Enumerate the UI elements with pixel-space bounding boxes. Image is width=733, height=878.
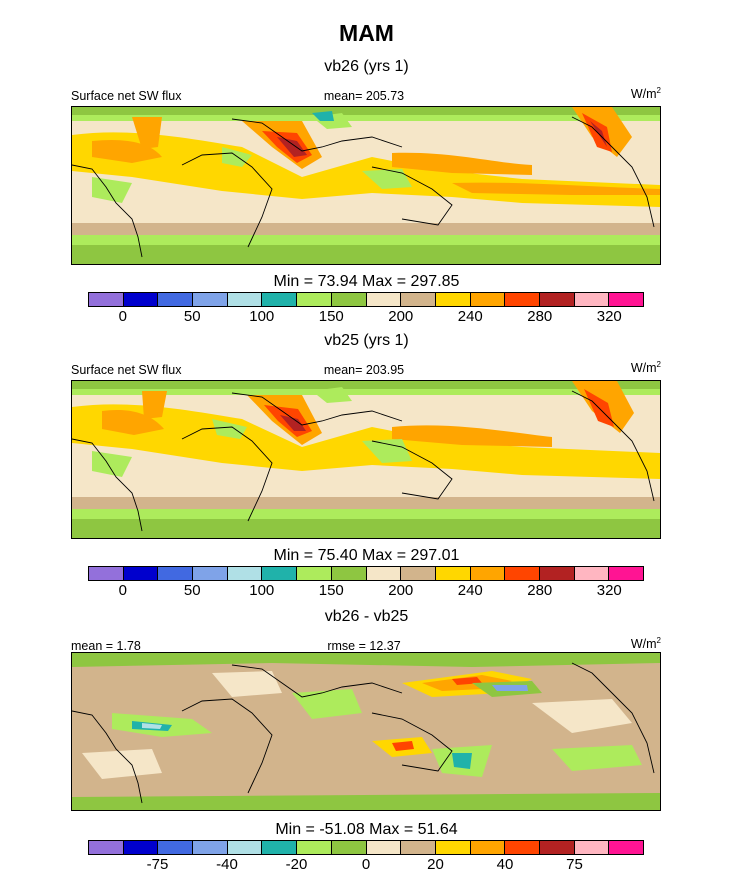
panel-3-colorbar (88, 840, 644, 855)
colorbar-1-swatch-14 (539, 293, 575, 306)
panel-2-map (71, 380, 661, 539)
colorbar-1-swatch-13 (505, 293, 540, 306)
panel-3-rmse-label: rmse = 12.37 (327, 639, 401, 653)
colorbar-3-swatch-4 (193, 841, 228, 854)
panel-1-tick-label: 280 (527, 308, 553, 325)
colorbar-1-swatch-11 (435, 293, 471, 306)
colorbar-3-swatch-3 (158, 841, 194, 854)
panel-2-mean-label: mean= 203.95 (323, 363, 405, 377)
panel-1-map (71, 106, 661, 265)
colorbar-3-swatch-13 (505, 841, 540, 854)
panel-2-variable-label: Surface net SW flux (71, 363, 182, 377)
panel-1-colorbar (88, 292, 644, 307)
colorbar-3-swatch-1 (89, 841, 124, 854)
colorbar-3-swatch-2 (123, 841, 159, 854)
colorbar-3-swatch-9 (366, 841, 402, 854)
colorbar-1-swatch-4 (193, 293, 228, 306)
colorbar-2-swatch-12 (470, 567, 506, 580)
colorbar-3-swatch-12 (470, 841, 506, 854)
panel-3-tick-label: 0 (361, 856, 371, 873)
colorbar-2-swatch-15 (574, 567, 610, 580)
colorbar-3-swatch-8 (331, 841, 367, 854)
panel-2-tick-label: 100 (249, 582, 275, 599)
colorbar-1-swatch-16 (609, 293, 643, 306)
panel-3-map (71, 652, 661, 811)
panel-3-units-label: W/m2 (630, 636, 661, 652)
colorbar-3-swatch-11 (435, 841, 471, 854)
panel-3-tick-label: -40 (216, 856, 238, 873)
panel-2-title: vb25 (yrs 1) (324, 332, 409, 349)
colorbar-2-swatch-5 (227, 567, 263, 580)
colorbar-1-swatch-3 (158, 293, 194, 306)
colorbar-2-swatch-13 (505, 567, 540, 580)
colorbar-1-swatch-7 (297, 293, 332, 306)
panel-2-contour-field (72, 381, 660, 538)
panel-3-tick-label: 40 (496, 856, 514, 873)
panel-2-units-label: W/m2 (630, 360, 661, 376)
colorbar-1-swatch-5 (227, 293, 263, 306)
panel-2-tick-label: 280 (527, 582, 553, 599)
colorbar-3-swatch-5 (227, 841, 263, 854)
colorbar-3-swatch-10 (401, 841, 436, 854)
colorbar-3-swatch-15 (574, 841, 610, 854)
colorbar-3-swatch-14 (539, 841, 575, 854)
panel-3-mean-label: mean = 1.78 (71, 639, 141, 653)
colorbar-1-swatch-15 (574, 293, 610, 306)
panel-3-tick-label: 75 (566, 856, 583, 873)
panel-3-tick-label: -75 (146, 856, 169, 873)
panel-2-stats: Min = 75.40 Max = 297.01 (273, 547, 460, 564)
panel-1-tick-label: 200 (388, 308, 414, 325)
panel-2-tick-label: 150 (318, 582, 344, 599)
panel-1-mean-label: mean= 205.73 (323, 89, 405, 103)
colorbar-1-swatch-10 (401, 293, 436, 306)
panel-3-tick-label: 20 (427, 856, 444, 873)
panel-2-tick-label: 200 (388, 582, 414, 599)
colorbar-1-swatch-12 (470, 293, 506, 306)
panel-3-contour-field (72, 653, 660, 810)
colorbar-2-swatch-10 (401, 567, 436, 580)
panel-1-tick-label: 150 (318, 308, 344, 325)
colorbar-3-swatch-7 (297, 841, 332, 854)
colorbar-2-swatch-11 (435, 567, 471, 580)
panel-1-tick-label: 50 (183, 308, 201, 325)
colorbar-3-swatch-16 (609, 841, 643, 854)
colorbar-2-swatch-1 (89, 567, 124, 580)
panel-2-tick-label: 240 (457, 582, 483, 599)
page-title: MAM (339, 20, 394, 46)
colorbar-3-swatch-6 (262, 841, 298, 854)
panel-3-stats: Min = -51.08 Max = 51.64 (275, 821, 458, 838)
panel-1-contour-field (72, 107, 660, 264)
colorbar-2-swatch-14 (539, 567, 575, 580)
panel-3-tick-label: -20 (285, 856, 308, 873)
colorbar-1-swatch-6 (262, 293, 298, 306)
colorbar-2-swatch-7 (297, 567, 332, 580)
panel-1-stats: Min = 73.94 Max = 297.85 (273, 273, 460, 290)
colorbar-2-swatch-8 (331, 567, 367, 580)
panel-1-units-label: W/m2 (630, 86, 661, 102)
colorbar-2-swatch-2 (123, 567, 159, 580)
panel-1-tick-label: 240 (457, 308, 483, 325)
colorbar-2-swatch-9 (366, 567, 402, 580)
panel-1-tick-label: 320 (596, 308, 622, 325)
colorbar-2-swatch-6 (262, 567, 298, 580)
colorbar-2-swatch-3 (158, 567, 194, 580)
panel-1-tick-label: 100 (249, 308, 275, 325)
panel-2-tick-label: 320 (596, 582, 622, 599)
panel-2-tick-label: 50 (183, 582, 201, 599)
colorbar-1-swatch-9 (366, 293, 402, 306)
colorbar-1-swatch-1 (89, 293, 124, 306)
colorbar-1-swatch-8 (331, 293, 367, 306)
panel-2-colorbar (88, 566, 644, 581)
panel-2-tick-label: 0 (118, 582, 127, 599)
colorbar-1-swatch-2 (123, 293, 159, 306)
panel-1-variable-label: Surface net SW flux (71, 89, 182, 103)
panel-3-title: vb26 - vb25 (324, 608, 409, 625)
panel-1-title: vb26 (yrs 1) (324, 58, 409, 75)
colorbar-2-swatch-16 (609, 567, 643, 580)
colorbar-2-swatch-4 (193, 567, 228, 580)
panel-1-tick-label: 0 (118, 308, 127, 325)
